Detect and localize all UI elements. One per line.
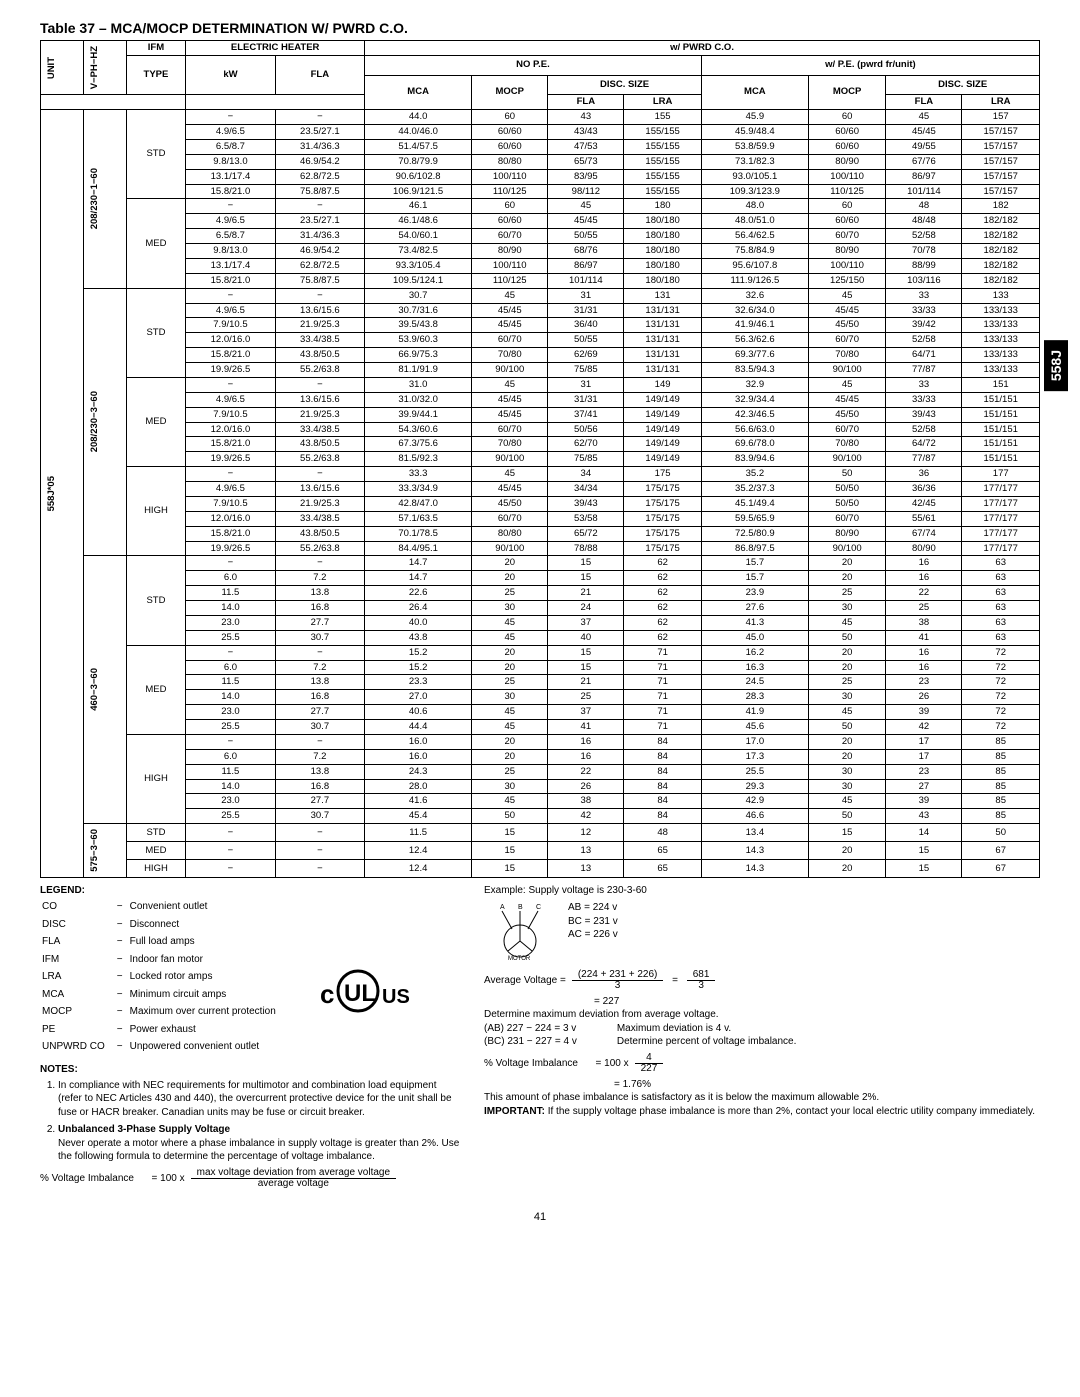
table-row: 12.0/16.033.4/38.557.1/63.560/7053/58175… [41,511,1040,526]
table-row: 6.5/8.731.4/36.351.4/57.560/6047/53155/1… [41,139,1040,154]
table-row: 15.8/21.043.8/50.570.1/78.580/8065/72175… [41,526,1040,541]
col-ifm: IFM [126,41,186,56]
col-disc2: DISC. SIZE [886,75,1040,95]
table-row: 13.1/17.462.8/72.593.3/105.4100/11086/97… [41,258,1040,273]
table-row: 15.8/21.043.8/50.567.3/75.670/8062/70149… [41,437,1040,452]
col-wpe: w/ P.E. (pwrd fr/unit) [701,55,1039,75]
table-row: 14.016.826.430246227.6302563 [41,601,1040,616]
table-row: 14.016.827.030257128.3302672 [41,690,1040,705]
legend-table: CO−Convenient outletDISC−DisconnectFLA−F… [40,897,279,1057]
col-fla-h: FLA [275,55,364,94]
motor-icon: A B C MOTOR [484,901,554,966]
table-title: Table 37 – MCA/MOCP DETERMINATION W/ PWR… [40,20,1040,36]
table-row: HIGH−−16.020168417.0201785 [41,734,1040,749]
table-row: 11.513.823.325217124.5252372 [41,675,1040,690]
table-row: 23.027.741.645388442.9453985 [41,794,1040,809]
col-kw: kW [186,55,275,94]
table-row: MED−−15.220157116.2201672 [41,645,1040,660]
table-row: 558J*05208/230−1−60STD−−44.0604315545.96… [41,110,1040,125]
formula-imbalance: % Voltage Imbalance = 100 x max voltage … [40,1168,460,1189]
table-row: 15.8/21.075.8/87.5106.9/121.5110/12598/1… [41,184,1040,199]
table-row: 14.016.828.030268429.3302785 [41,779,1040,794]
note-2: Unbalanced 3-Phase Supply Voltage Never … [58,1123,460,1164]
table-row: HIGH−−12.415136514.3201567 [41,860,1040,878]
table-row: 19.9/26.555.2/63.881.1/91.990/10075/8513… [41,363,1040,378]
table-row: 4.9/6.513.6/15.633.3/34.945/4534/34175/1… [41,482,1040,497]
table-row: 25.530.744.445417145.6504272 [41,720,1040,735]
ul-logo: c UL US [320,967,410,1020]
table-row: 11.513.824.325228425.5302385 [41,764,1040,779]
col-vph: V−PH−HZ [87,42,103,93]
table-row: 15.8/21.075.8/87.5109.5/124.1110/125101/… [41,273,1040,288]
table-row: 4.9/6.513.6/15.630.7/31.645/4531/31131/1… [41,303,1040,318]
table-row: MED−−12.415136514.3201567 [41,842,1040,860]
table-row: 7.9/10.521.9/25.339.5/43.845/4536/40131/… [41,318,1040,333]
table-row: 13.1/17.462.8/72.590.6/102.8100/11083/95… [41,169,1040,184]
col-mca1: MCA [365,75,472,110]
col-eh: ELECTRIC HEATER [186,41,365,56]
notes: NOTES: In compliance with NEC requiremen… [40,1063,460,1189]
table-row: 4.9/6.523.5/27.144.0/46.060/6043/43155/1… [41,125,1040,140]
svg-text:c: c [320,979,334,1009]
table-row: 12.0/16.033.4/38.553.9/60.360/7050/55131… [41,333,1040,348]
table-row: 575−3−60STD−−11.515124813.4151450 [41,824,1040,842]
example-section: Example: Supply voltage is 230-3-60 ABC … [484,884,1040,1193]
table-row: 6.07.216.020168417.3201785 [41,749,1040,764]
table-row: 4.9/6.523.5/27.146.1/48.660/6045/45180/1… [41,214,1040,229]
svg-text:MOTOR: MOTOR [508,956,531,961]
side-tab: 558J [1044,340,1068,391]
svg-text:C: C [536,904,541,911]
table-row: 25.530.745.450428446.6504385 [41,809,1040,824]
table-row: 6.07.215.220157116.3201672 [41,660,1040,675]
col-pwrd: w/ PWRD C.O. [365,41,1040,56]
col-type: TYPE [126,55,186,94]
svg-text:A: A [500,904,505,911]
table-row: 23.027.740.045376241.3453863 [41,615,1040,630]
svg-text:US: US [382,986,410,1008]
table-row: 4.9/6.513.6/15.631.0/32.045/4531/31149/1… [41,392,1040,407]
page-number: 41 [40,1211,1040,1223]
table-row: 460−3−60STD−−14.720156215.7201663 [41,556,1040,571]
svg-text:UL: UL [344,980,376,1007]
col-fla1: FLA [548,95,624,110]
col-disc1: DISC. SIZE [548,75,702,95]
col-unit: UNIT [44,53,60,83]
table-row: 7.9/10.521.9/25.339.9/44.145/4537/41149/… [41,407,1040,422]
table-row: 15.8/21.043.8/50.566.9/75.370/8062/69131… [41,348,1040,363]
table-row: 12.0/16.033.4/38.554.3/60.660/7050/56149… [41,422,1040,437]
legend-title: LEGEND: [40,885,85,896]
col-mocp2: MOCP [808,75,885,110]
col-fla2: FLA [886,95,962,110]
note-1: In compliance with NEC requirements for … [58,1079,460,1120]
table-row: 25.530.743.845406245.0504163 [41,630,1040,645]
table-row: 19.9/26.555.2/63.884.4/95.190/10078/8817… [41,541,1040,556]
col-mca2: MCA [701,75,808,110]
svg-text:B: B [518,904,523,911]
table-row: 6.5/8.731.4/36.354.0/60.160/7050/55180/1… [41,229,1040,244]
table-row: 19.9/26.555.2/63.881.5/92.390/10075/8514… [41,452,1040,467]
col-lra1: LRA [624,95,701,110]
table-row: 7.9/10.521.9/25.342.8/47.045/5039/43175/… [41,496,1040,511]
table-row: 9.8/13.046.9/54.270.8/79.980/8065/73155/… [41,154,1040,169]
table-row: 208/230−3−60STD−−30.7453113132.64533133 [41,288,1040,303]
col-nope: NO P.E. [365,55,702,75]
table-row: HIGH−−33.3453417535.25036177 [41,467,1040,482]
table-row: 11.513.822.625216223.9252263 [41,586,1040,601]
table-row: 9.8/13.046.9/54.273.4/82.580/9068/76180/… [41,244,1040,259]
table-row: MED−−31.0453114932.94533151 [41,377,1040,392]
col-mocp1: MOCP [472,75,548,110]
table-row: 6.07.214.720156215.7201663 [41,571,1040,586]
table-row: 23.027.740.645377141.9453972 [41,705,1040,720]
data-table: UNIT V−PH−HZ IFM ELECTRIC HEATER w/ PWRD… [40,40,1040,878]
table-row: MED−−46.1604518048.06048182 [41,199,1040,214]
col-lra2: LRA [962,95,1040,110]
